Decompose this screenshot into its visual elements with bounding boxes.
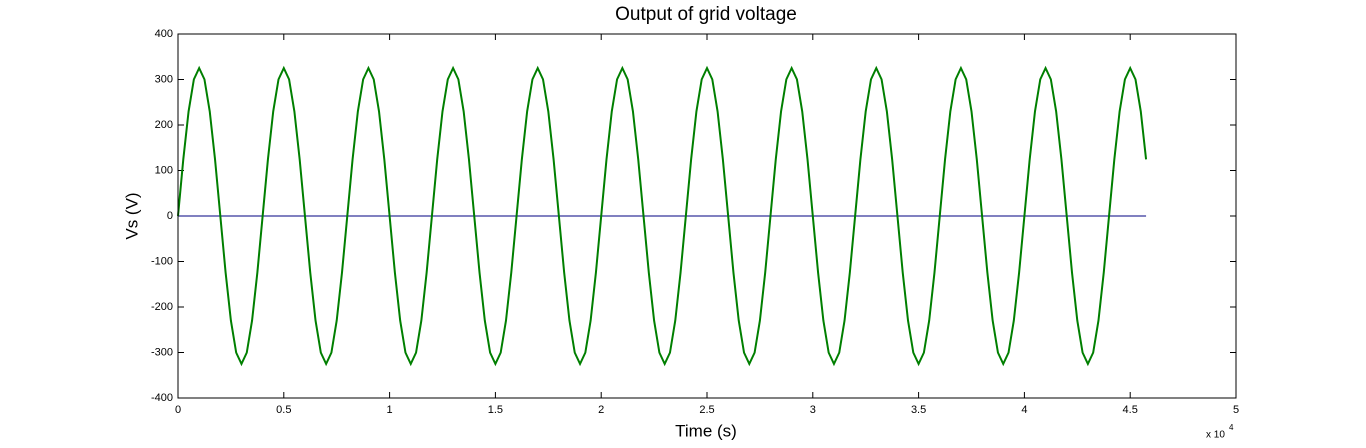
y-axis-label: Vs (V) [122, 192, 141, 239]
x-tick-label: 5 [1233, 404, 1239, 416]
x-tick-label: 3 [810, 404, 816, 416]
chart-title: Output of grid voltage [615, 4, 797, 25]
y-tick-label: 400 [155, 28, 173, 40]
x-multiplier-exponent: 4 [1229, 423, 1234, 432]
x-multiplier: x 10 [1206, 430, 1225, 441]
x-tick-label: 1.5 [488, 404, 503, 416]
x-tick-label: 2 [598, 404, 604, 416]
x-tick-label: 4 [1021, 404, 1027, 416]
data-line [177, 65, 1148, 367]
x-axis-label: Time (s) [675, 421, 737, 440]
x-tick-label: 4.5 [1123, 404, 1138, 416]
y-tick-label: -300 [151, 346, 173, 358]
x-tick-label: 2.5 [699, 404, 714, 416]
y-tick-label: 300 [155, 73, 173, 85]
x-tick-label: 0 [175, 404, 181, 416]
y-tick-label: 200 [155, 119, 173, 131]
plot-frame [177, 33, 1237, 399]
x-tick-label: 0.5 [276, 404, 291, 416]
y-tick-label: -100 [151, 255, 173, 267]
x-tick-label: 1 [387, 404, 393, 416]
y-tick-label: -200 [151, 301, 173, 313]
y-tick-label: -400 [151, 392, 173, 404]
y-tick-label: 0 [167, 210, 173, 222]
x-tick-label: 3.5 [911, 404, 926, 416]
y-tick-label: 100 [155, 164, 173, 176]
